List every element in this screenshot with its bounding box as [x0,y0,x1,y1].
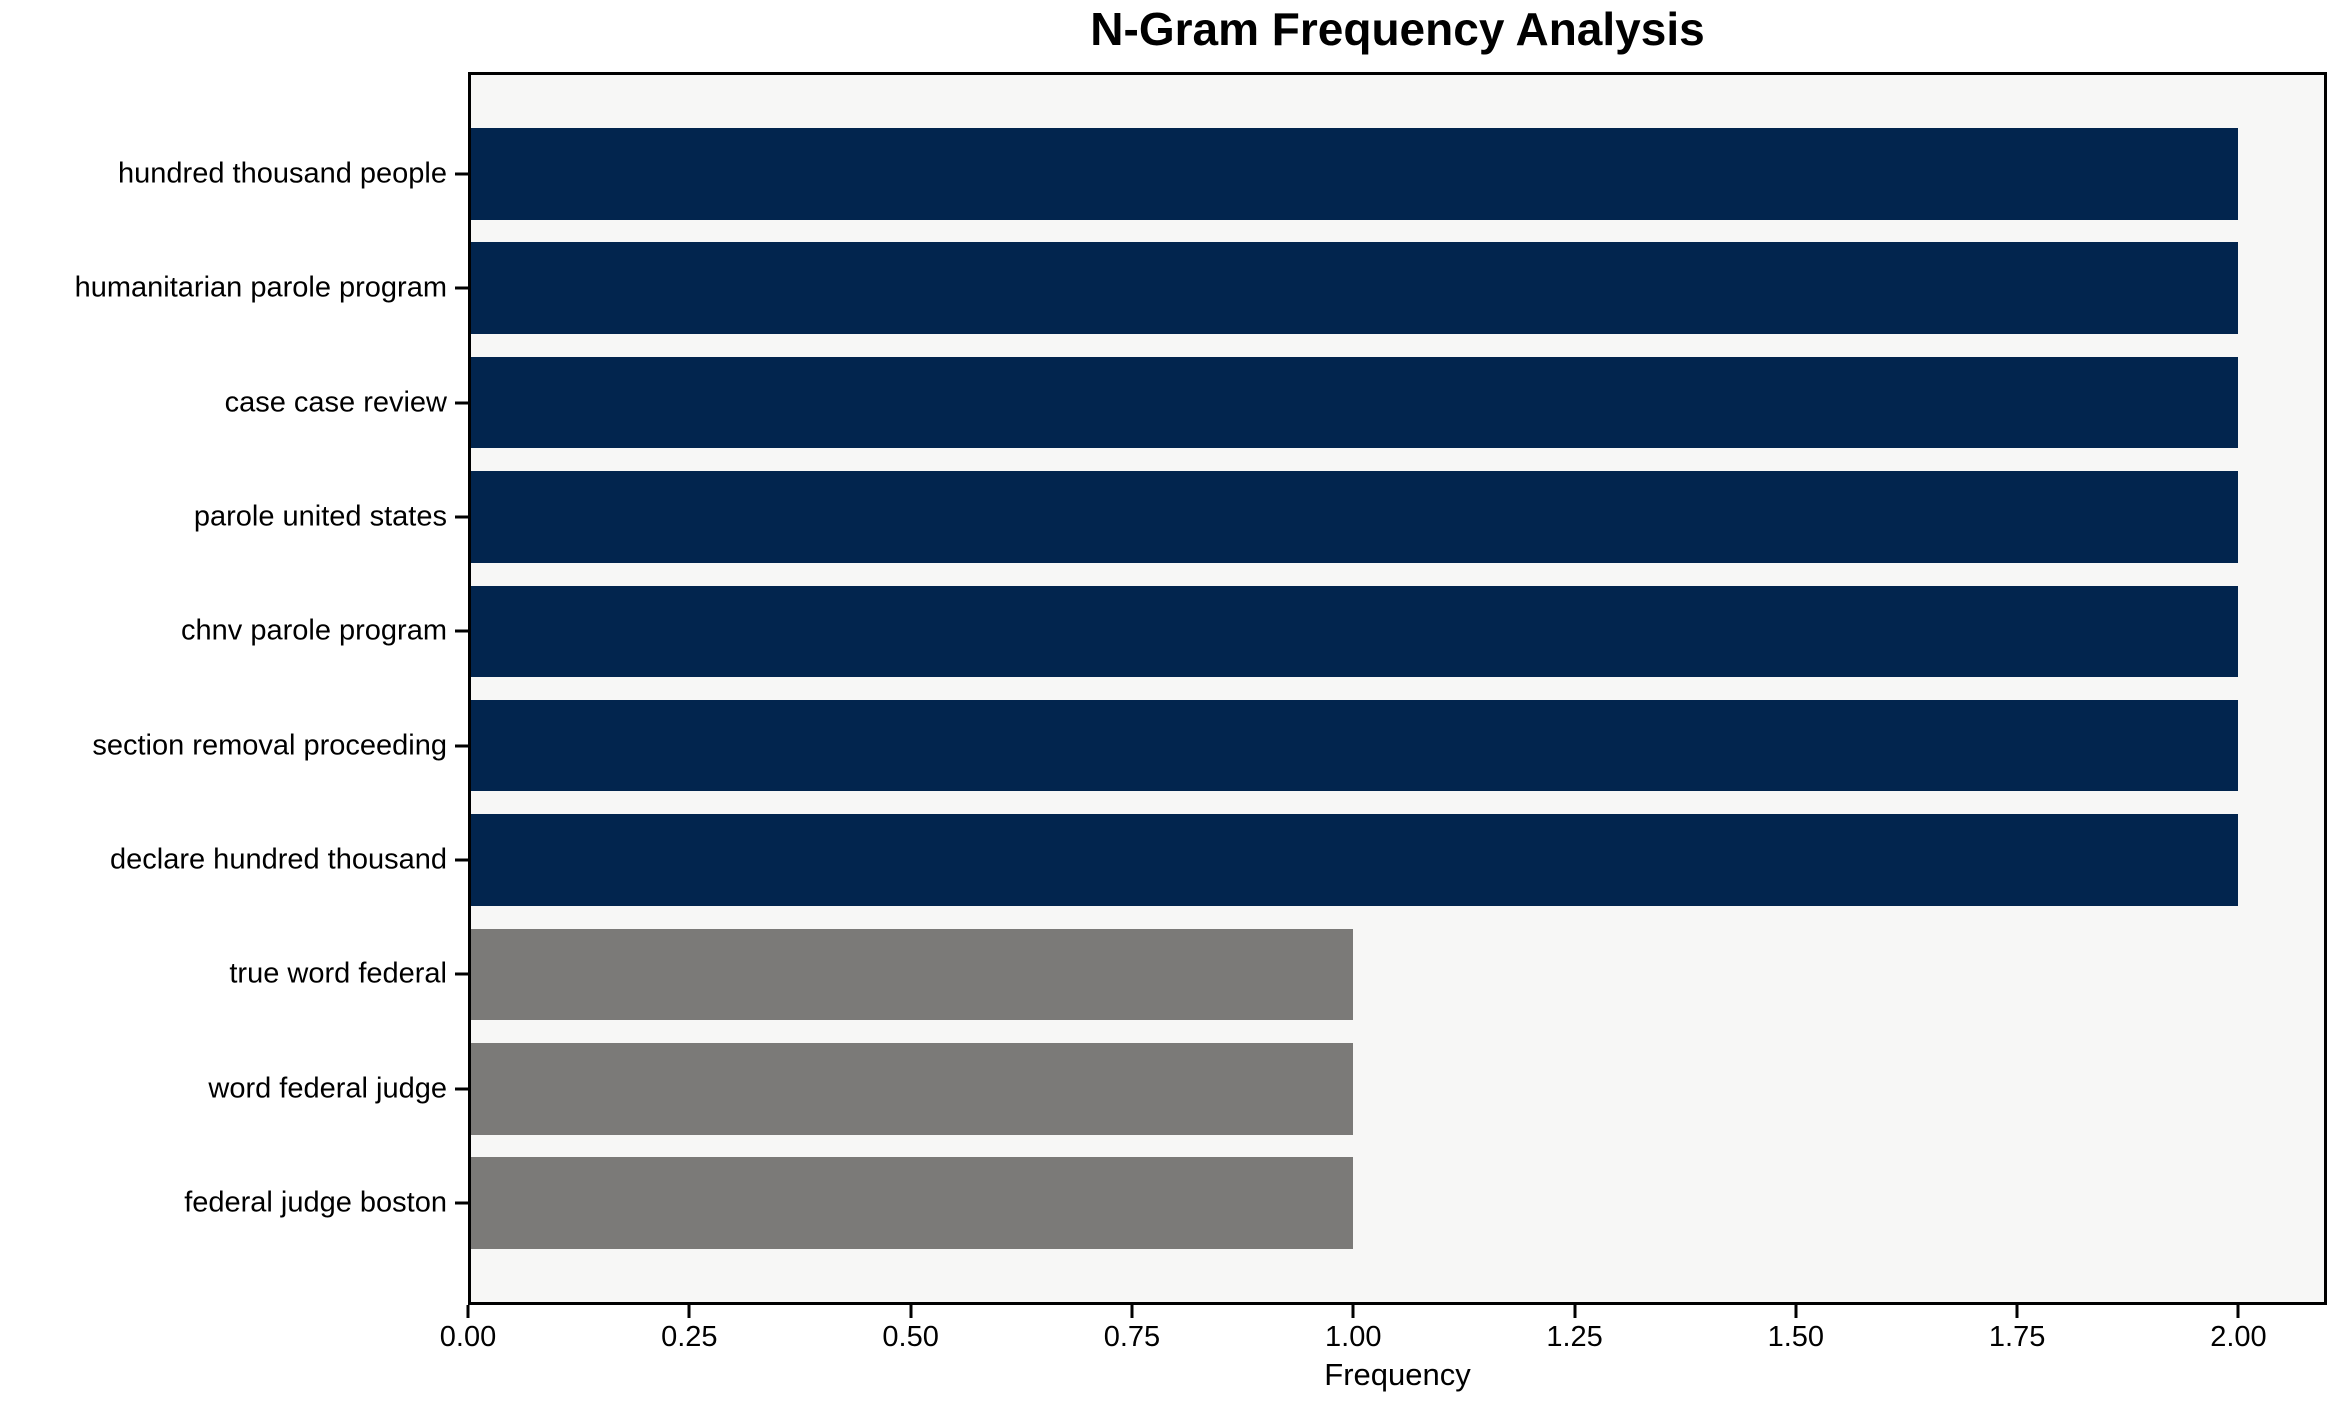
x-tick-label: 2.00 [2210,1321,2267,1353]
y-tick-label: section removal proceeding [92,729,447,762]
x-tick-mark [2236,1305,2240,1318]
y-tick-mark [455,515,468,519]
x-tick-mark [1573,1305,1577,1318]
y-tick-label: true word federal [229,957,447,990]
x-axis-label: Frequency [1324,1357,1471,1392]
y-tick-mark [455,172,468,176]
x-tick-label: 1.75 [1988,1321,2046,1353]
y-tick-mark [455,1201,468,1205]
x-tick-mark [1351,1305,1355,1318]
bar-hundred-thousand-people [468,128,2239,220]
x-tick-mark [687,1305,691,1318]
y-tick-label: parole united states [193,500,447,533]
bar-case-case-review [468,356,2239,449]
bar-section-removal-proceeding [468,699,2239,792]
y-tick-label: chnv parole program [181,614,447,647]
y-tick-mark [455,286,468,290]
y-tick-label: word federal judge [208,1072,447,1105]
y-tick-mark [455,744,468,748]
bar-declare-hundred-thousand [468,814,2239,906]
y-tick-label: hundred thousand people [118,157,447,190]
x-tick-label: 0.75 [1103,1321,1161,1353]
x-tick-mark [1130,1305,1134,1318]
bar-federal-judge-boston [468,1157,1354,1249]
bar-word-federal-judge [468,1043,1354,1135]
x-tick-mark [466,1305,470,1318]
y-tick-label: federal judge boston [184,1186,447,1219]
plot-area [468,72,2327,1305]
y-tick-mark [455,629,468,633]
x-tick-label: 1.25 [1546,1321,1603,1353]
x-tick-label: 1.50 [1767,1321,1825,1353]
bar-humanitarian-parole-program [468,242,2239,334]
y-tick-label: case case review [224,386,447,419]
x-tick-label: 0.25 [661,1321,718,1353]
x-tick-mark [2015,1305,2019,1318]
x-tick-label: 0.00 [439,1321,497,1353]
bar-chnv-parole-program [468,585,2239,678]
x-tick-label: 1.00 [1325,1321,1382,1353]
y-tick-mark [455,401,468,405]
bar-true-word-federal [468,928,1354,1021]
x-tick-label: 0.50 [882,1321,939,1353]
y-tick-mark [455,972,468,976]
chart-title: N-Gram Frequency Analysis [1090,3,1705,55]
bar-parole-united-states [468,471,2239,563]
y-tick-label: declare hundred thousand [110,843,447,876]
y-tick-label: humanitarian parole program [74,271,447,304]
y-tick-mark [455,1087,468,1091]
x-tick-mark [909,1305,913,1318]
x-tick-mark [1794,1305,1798,1318]
y-tick-mark [455,858,468,862]
